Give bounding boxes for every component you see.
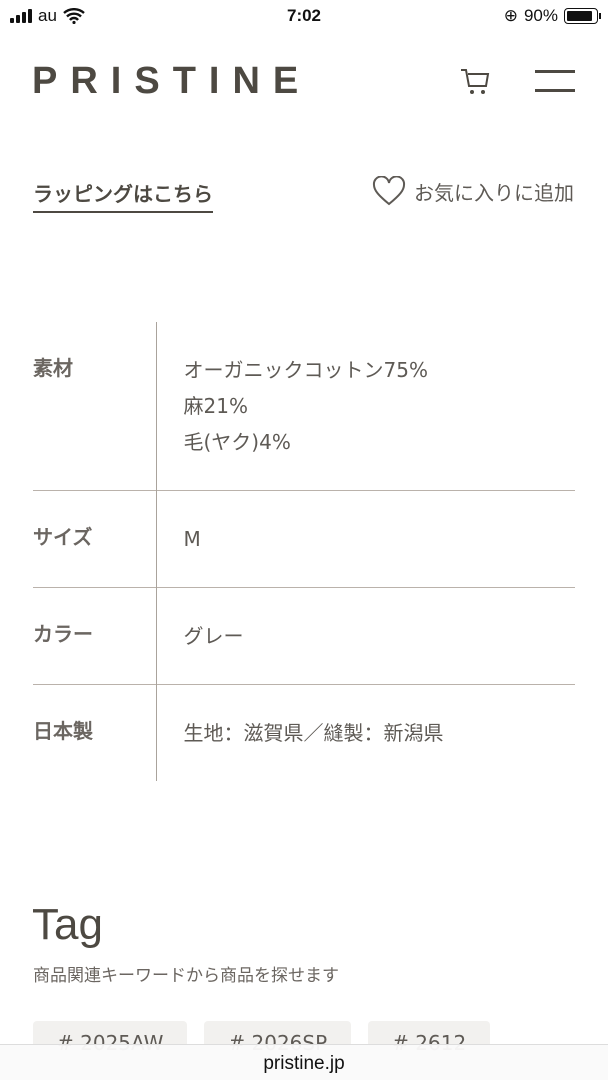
orientation-lock-icon: ⊕ — [503, 6, 518, 25]
battery-percent: 90% — [523, 6, 558, 25]
spec-value: グレー — [183, 624, 244, 648]
spec-value: 生地：滋賀県／縫製：新潟県 — [183, 721, 444, 745]
table-row: 素材 オーガニックコットン75% 麻21% 毛(ヤク)4% — [33, 322, 575, 491]
add-favorite-button[interactable]: お気に入りに追加 — [372, 176, 574, 206]
wrapping-link[interactable]: ラッピングはこちら — [33, 178, 213, 213]
tag-heading: Tag — [32, 900, 103, 949]
spec-table: 素材 オーガニックコットン75% 麻21% 毛(ヤク)4% サイズ M カラー グレー 日… — [33, 322, 575, 781]
table-row: 日本製 生地：滋賀県／縫製：新潟県 — [33, 684, 575, 781]
tag-subtitle: 商品関連キーワードから商品を探せます — [33, 966, 339, 986]
spec-value: M — [183, 527, 201, 551]
spec-label: 日本製 — [33, 684, 157, 781]
table-row: カラー グレー — [33, 587, 575, 685]
spec-label: 素材 — [33, 322, 157, 491]
clock: 7:02 — [286, 6, 322, 25]
battery-icon — [564, 8, 601, 24]
url-text: pristine.jp — [263, 1053, 345, 1074]
spec-label: サイズ — [33, 490, 157, 588]
favorite-label: お気に入りに追加 — [414, 180, 574, 205]
status-bar: au 7:02 ⊕ 90% — [0, 0, 608, 34]
spec-value: オーガニックコットン75% — [183, 358, 428, 382]
spec-label: カラー — [33, 587, 157, 685]
table-row: サイズ M — [33, 490, 575, 588]
menu-icon[interactable] — [535, 70, 575, 108]
spec-value: 麻21% — [183, 394, 248, 418]
signal-icon — [10, 9, 32, 23]
spec-value: 毛(ヤク)4% — [183, 430, 291, 454]
browser-url-bar[interactable]: pristine.jp — [0, 1044, 608, 1080]
carrier: au — [38, 6, 57, 25]
wifi-icon — [63, 8, 85, 24]
logo[interactable]: PRISTINE — [32, 60, 312, 102]
heart-icon — [372, 176, 406, 206]
cart-icon[interactable] — [460, 68, 492, 96]
